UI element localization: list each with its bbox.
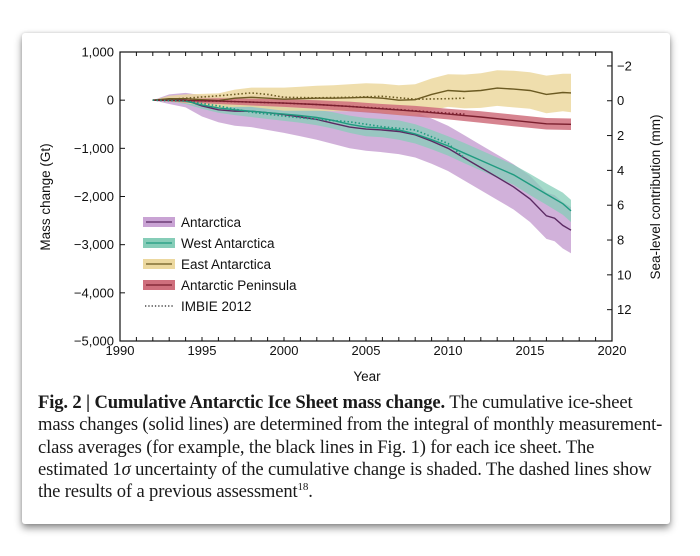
legend-label: Antarctic Peninsula [181, 278, 297, 293]
x-axis-label: Year [353, 369, 381, 384]
y2-tick-label: 12 [617, 302, 631, 317]
y-tick-label: −1,000 [74, 141, 114, 156]
caption-reference[interactable]: 18 [297, 481, 309, 493]
y-tick-label: −5,000 [74, 334, 114, 349]
axes: 1990 1995 2000 2005 2010 2015 20201,0000−1,000… [74, 45, 632, 359]
line-east-antarctica [152, 87, 572, 102]
caption-label: Fig. 2 | Cumulative Antarctic Ice Sheet … [38, 392, 446, 413]
imbie-line-antarctic-peninsula [152, 99, 465, 115]
y-tick-label: −4,000 [74, 285, 114, 300]
legend-label: East Antarctica [181, 257, 272, 272]
legend: Antarctica West Antarctica East Antarctica… [143, 215, 297, 314]
caption-sigma: σ [121, 458, 131, 480]
x-tick-label: 2020 [598, 343, 627, 358]
caption-end: . [308, 481, 313, 503]
x-tick-label: 2000 [270, 343, 299, 358]
x-tick-label: 2015 [516, 343, 545, 358]
x-tick-label: 1990 [106, 343, 135, 358]
legend-label: IMBIE 2012 [181, 299, 252, 314]
y2-tick-label: 6 [617, 198, 624, 213]
y2-tick-label: 10 [617, 267, 631, 282]
imbie-line-east-antarctica [152, 92, 465, 101]
uncertainty-bands [152, 70, 572, 254]
y-tick-label: −3,000 [74, 237, 114, 252]
y2-tick-label: 4 [617, 163, 624, 178]
legend-label: Antarctica [181, 215, 242, 230]
y-axis-label: Mass change (Gt) [38, 143, 53, 250]
series-lines [152, 87, 572, 231]
mass-change-chart: 1990 1995 2000 2005 2010 2015 20201,0000−1,000… [38, 45, 663, 385]
y2-tick-label: 2 [617, 128, 624, 143]
x-tick-label: 2005 [352, 343, 381, 358]
y-tick-label: 0 [107, 93, 114, 108]
line-west-antarctica [152, 98, 572, 212]
y-tick-label: 1,000 [81, 45, 114, 60]
y2-tick-label: 0 [617, 93, 624, 108]
figure-caption: Fig. 2 | Cumulative Antarctic Ice Sheet … [38, 392, 668, 503]
y2-tick-label: 8 [617, 233, 624, 248]
x-tick-label: 1995 [188, 343, 217, 358]
legend-label: West Antarctica [181, 236, 275, 251]
caption-text-1: The cumulative ice-sheet mass changes (s… [38, 392, 663, 480]
x-tick-label: 2010 [434, 343, 463, 358]
y2-axis-label: Sea-level contribution (mm) [648, 114, 663, 279]
y-tick-label: −2,000 [74, 189, 114, 204]
band-west-antarctica [152, 97, 572, 222]
y2-tick-label: −2 [617, 58, 632, 73]
caption-text-2: uncertainty of the cumulative change is … [38, 458, 652, 503]
line-antarctica [152, 98, 572, 231]
